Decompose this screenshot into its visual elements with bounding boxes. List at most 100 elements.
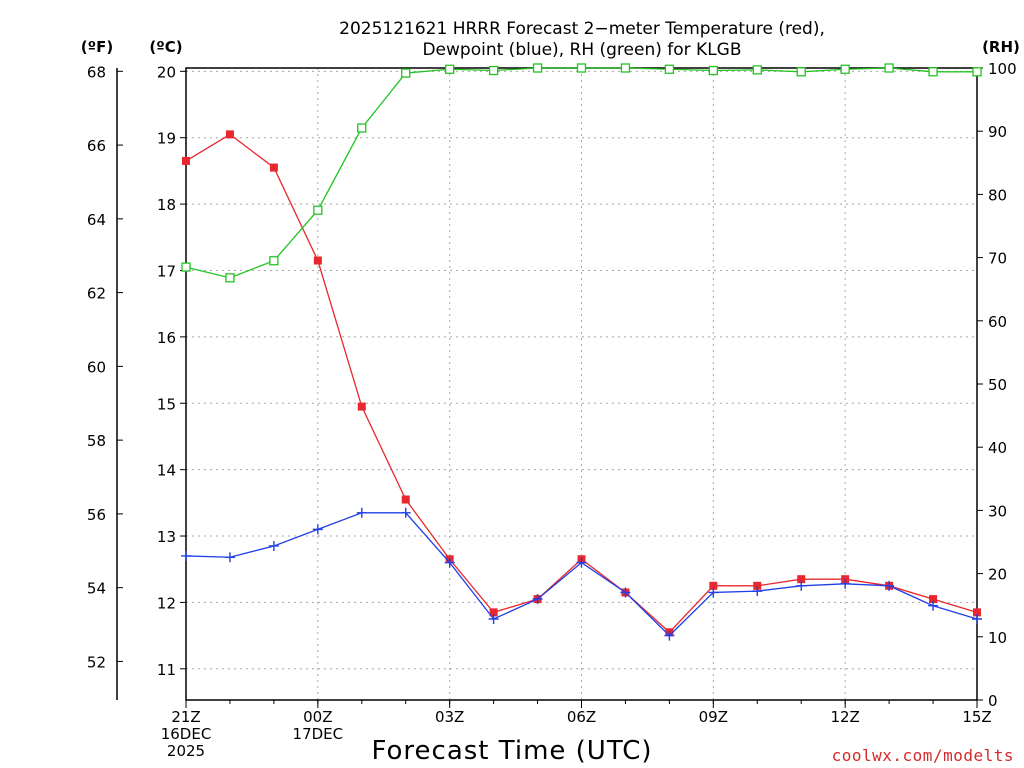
rh-point	[708, 65, 718, 76]
x-tick-label: 03Z	[435, 708, 464, 726]
dewpoint-point	[224, 552, 235, 563]
rh-tick-label: 100	[988, 60, 1017, 78]
rh-tick-label: 50	[988, 376, 1007, 394]
rh-point	[796, 67, 806, 77]
dewpoint-point	[532, 594, 543, 605]
rh-point	[445, 64, 455, 74]
temperature-point	[973, 608, 981, 617]
x-tick-label: 21Z	[171, 708, 200, 726]
rh-point	[576, 63, 587, 73]
temperature-point	[753, 581, 762, 590]
celsius-tick-label: 17	[157, 262, 176, 280]
dewpoint-point	[972, 614, 982, 625]
celsius-tick-label: 11	[157, 661, 176, 679]
dewpoint-point	[796, 580, 807, 591]
temperature-point	[489, 608, 498, 617]
dewpoint-point	[400, 507, 411, 518]
x-axis-label: Forecast Time (UTC)	[371, 736, 652, 766]
celsius-tick-label: 13	[157, 528, 176, 546]
rh-point	[928, 67, 938, 77]
rh-point	[357, 123, 367, 133]
fahrenheit-tick-label: 68	[87, 63, 106, 81]
dewpoint-point	[312, 524, 323, 535]
credit-label: coolwx.com/modelts	[832, 746, 1014, 765]
celsius-tick-label: 18	[157, 196, 176, 214]
rh-point	[181, 262, 191, 272]
fahrenheit-tick-label: 62	[87, 285, 106, 303]
temperature-point	[929, 595, 938, 604]
rh-point	[752, 65, 762, 75]
dewpoint-point	[884, 580, 895, 591]
fahrenheit-tick-label: 54	[87, 580, 106, 598]
rh-point	[488, 65, 499, 76]
rh-point	[664, 64, 675, 74]
fahrenheit-unit-label: (ºF)	[81, 38, 113, 56]
rh-point	[972, 67, 982, 77]
celsius-tick-label: 16	[157, 329, 176, 347]
dewpoint-point	[444, 557, 455, 568]
series-group	[181, 63, 982, 641]
temperature-point	[357, 402, 366, 411]
temperature-point	[182, 156, 190, 165]
dewpoint-point	[181, 550, 191, 561]
rh-tick-label: 70	[988, 250, 1007, 268]
rh-tick-label: 90	[988, 123, 1007, 141]
chart-title-line2: Dewpoint (blue), RH (green) for KLGB	[422, 40, 741, 60]
x-tick-label: 17DEC	[293, 725, 344, 743]
dewpoint-point	[356, 507, 367, 518]
fahrenheit-tick-label: 52	[87, 653, 106, 671]
rh-point	[269, 256, 279, 266]
celsius-tick-label: 20	[157, 63, 176, 81]
celsius-tick-label: 12	[157, 594, 176, 612]
fahrenheit-tick-label: 60	[87, 358, 106, 376]
rh-tick-label: 80	[988, 186, 1007, 204]
rh-point	[620, 63, 631, 73]
axes: 5254565860626466681112131415161718192001…	[87, 60, 1017, 760]
fahrenheit-tick-label: 64	[87, 211, 106, 229]
rh-unit-label: (RH)	[982, 38, 1020, 56]
rh-point	[532, 63, 543, 73]
celsius-unit-label: (ºC)	[149, 38, 182, 56]
dewpoint-point	[708, 587, 719, 598]
dewpoint-point	[928, 600, 939, 611]
rh-tick-label: 30	[988, 502, 1007, 520]
temperature-point	[269, 163, 278, 172]
fahrenheit-tick-label: 56	[87, 506, 106, 524]
dewpoint-point	[664, 630, 675, 641]
x-tick-label: 15Z	[962, 708, 991, 726]
x-tick-label: 2025	[167, 742, 205, 760]
x-tick-label: 12Z	[830, 708, 859, 726]
temperature-point	[313, 256, 322, 265]
temperature-point	[709, 581, 718, 590]
dewpoint-point	[620, 587, 631, 598]
x-tick-label: 09Z	[699, 708, 728, 726]
dewpoint-point	[576, 557, 587, 568]
rh-tick-label: 20	[988, 566, 1007, 584]
rh-point	[840, 64, 850, 74]
dewpoint-point	[488, 614, 499, 625]
chart-title-line1: 2025121621 HRRR Forecast 2−meter Tempera…	[339, 19, 825, 39]
dewpoint-point	[752, 586, 763, 597]
x-tick-label: 06Z	[567, 708, 596, 726]
x-tick-label: 16DEC	[161, 725, 212, 743]
rh-tick-label: 60	[988, 313, 1007, 331]
rh-point	[313, 205, 323, 215]
celsius-tick-label: 19	[157, 130, 176, 148]
celsius-tick-label: 14	[157, 462, 176, 480]
temperature-point	[797, 575, 806, 584]
rh-point	[401, 68, 411, 78]
temperature-point	[225, 130, 234, 139]
rh-tick-label: 10	[988, 629, 1007, 647]
x-tick-label: 00Z	[303, 708, 332, 726]
rh-point	[225, 273, 235, 283]
dewpoint-point	[268, 540, 279, 551]
rh-tick-label: 0	[988, 692, 998, 710]
fahrenheit-tick-label: 58	[87, 432, 106, 450]
rh-tick-label: 40	[988, 439, 1007, 457]
temperature-point	[401, 495, 410, 504]
dewpoint-point	[840, 578, 851, 589]
rh-point	[884, 63, 894, 73]
celsius-tick-label: 15	[157, 395, 176, 413]
